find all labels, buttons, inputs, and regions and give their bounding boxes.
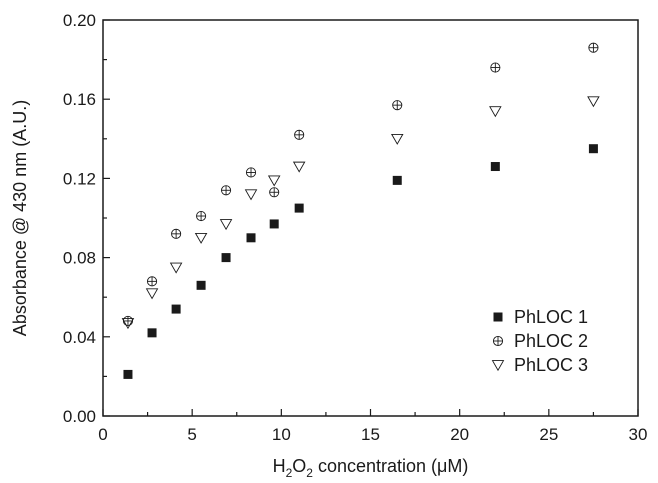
y-axis-label: Absorbance @ 430 nm (A.U.) xyxy=(10,100,30,336)
legend-marker xyxy=(493,312,503,322)
series-2-point xyxy=(245,167,257,178)
legend-item: PhLOC 2 xyxy=(492,331,588,351)
legend-label: PhLOC 1 xyxy=(514,307,588,327)
series-2-point xyxy=(171,228,182,239)
series-3-point xyxy=(267,175,281,187)
x-axis-label-subscript-2: 2 xyxy=(306,466,313,480)
x-tick-label: 25 xyxy=(539,425,558,444)
x-tick-label: 0 xyxy=(98,425,107,444)
series-1-point xyxy=(171,304,181,314)
y-tick-label: 0.12 xyxy=(63,169,96,188)
legend-label: PhLOC 3 xyxy=(514,355,588,375)
series-1-point xyxy=(147,328,157,338)
legend-item: PhLOC 1 xyxy=(493,307,588,327)
y-tick-label: 0.08 xyxy=(63,249,96,268)
series-1-point xyxy=(269,219,279,229)
series-1-point xyxy=(392,175,402,185)
x-axis-label: H2O2 concentration (μM) xyxy=(273,456,469,480)
x-tick-label: 10 xyxy=(272,425,291,444)
legend-item: PhLOC 3 xyxy=(491,355,588,375)
series-2-point xyxy=(490,62,501,73)
legend-marker xyxy=(492,335,504,347)
series-3-point xyxy=(121,318,135,330)
series-2-point xyxy=(146,276,158,287)
legend-label: PhLOC 2 xyxy=(514,331,588,351)
data-points xyxy=(121,42,600,379)
y-tick-label: 0.00 xyxy=(63,407,96,426)
x-axis-label-prefix: H xyxy=(273,456,286,476)
y-tick-label: 0.16 xyxy=(63,90,96,109)
series-1-point xyxy=(490,162,500,172)
legend: PhLOC 1 PhLOC 2 PhLOC 3 xyxy=(491,307,588,375)
x-axis-label-suffix: concentration (μM) xyxy=(313,456,468,476)
series-2-point xyxy=(392,100,403,111)
axis-ticks: 0 5 10 15 20 25 30 0.00 0.04 0.08 0.12 0.16 0.20 xyxy=(63,11,648,444)
x-tick-label: 20 xyxy=(450,425,469,444)
x-tick-label: 5 xyxy=(187,425,196,444)
series-1-point xyxy=(588,144,598,154)
series-2-point xyxy=(269,187,280,198)
series-3-point xyxy=(390,133,404,145)
y-tick-label: 0.20 xyxy=(63,11,96,30)
series-3-point xyxy=(169,262,183,274)
series-1-point xyxy=(246,233,256,243)
series-1-point xyxy=(123,369,133,379)
x-axis-label-mid: O xyxy=(292,456,306,476)
legend-marker xyxy=(491,360,505,372)
series-2-point xyxy=(294,129,305,140)
series-3-point xyxy=(219,219,233,231)
series-1-point xyxy=(294,203,304,213)
y-tick-label: 0.04 xyxy=(63,328,96,347)
series-2-point xyxy=(122,315,134,327)
series-2-point xyxy=(588,42,599,53)
series-2-point xyxy=(196,210,207,222)
series-3-point xyxy=(194,232,208,244)
x-tick-label: 15 xyxy=(361,425,380,444)
x-axis-label-subscript-1: 2 xyxy=(286,466,293,480)
series-3-point xyxy=(587,96,600,108)
series-3-point xyxy=(489,106,502,118)
series-3-point xyxy=(244,189,258,201)
plot-frame xyxy=(102,19,639,417)
x-tick-label: 30 xyxy=(629,425,648,444)
series-3-point xyxy=(292,161,306,173)
series-1-point xyxy=(221,253,231,263)
series-2-point xyxy=(220,185,232,196)
series-1-point xyxy=(196,280,206,290)
series-3-point xyxy=(145,288,159,300)
